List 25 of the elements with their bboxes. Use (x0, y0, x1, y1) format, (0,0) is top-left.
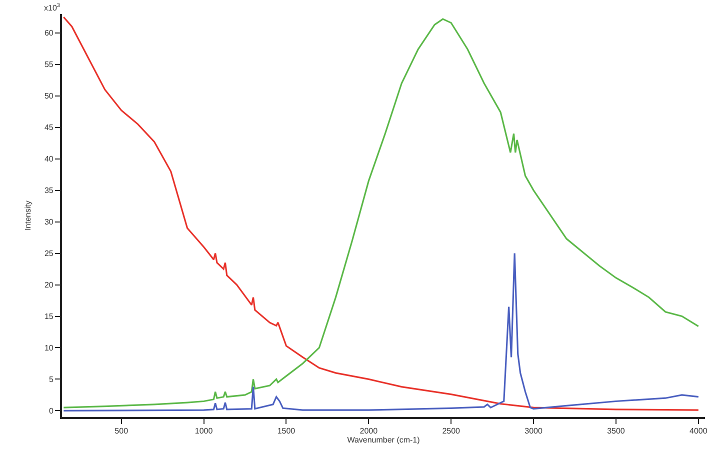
x-axis-title: Wavenumber (cm-1) (347, 436, 420, 445)
y-tick-label: 60 (44, 28, 54, 38)
y-tick-label: 55 (44, 60, 54, 70)
y-tick-label: 30 (44, 218, 54, 227)
y-tick-label: 40 (44, 154, 54, 164)
x-tick-label: 500 (114, 426, 129, 436)
x-tick-label: 1500 (277, 426, 296, 436)
line-series (62, 252, 700, 412)
x-tick-label: 2500 (442, 426, 461, 436)
y-tick-label: 20 (44, 280, 54, 290)
y-tick-label: 0 (48, 406, 54, 416)
x-tick-label: 2000 (360, 426, 378, 436)
y-tick-label: 10 (44, 344, 54, 353)
x-tick-label: 1000 (194, 426, 214, 436)
x-tick-label: 3000 (524, 426, 543, 436)
y-tick-label: 45 (44, 123, 54, 132)
y-tick-label: 25 (44, 249, 54, 258)
y-tick-label: 15 (44, 312, 54, 322)
y-tick-label: 35 (44, 186, 54, 196)
x-tick-label: 4000 (690, 426, 708, 436)
y-tick-label: 5 (48, 375, 54, 384)
y-tick-label: 50 (44, 92, 54, 101)
y-axis-title: Intensity (24, 200, 33, 230)
x-tick-label: 3500 (607, 426, 626, 436)
text: x10$^{3}$ (44, 3, 60, 12)
